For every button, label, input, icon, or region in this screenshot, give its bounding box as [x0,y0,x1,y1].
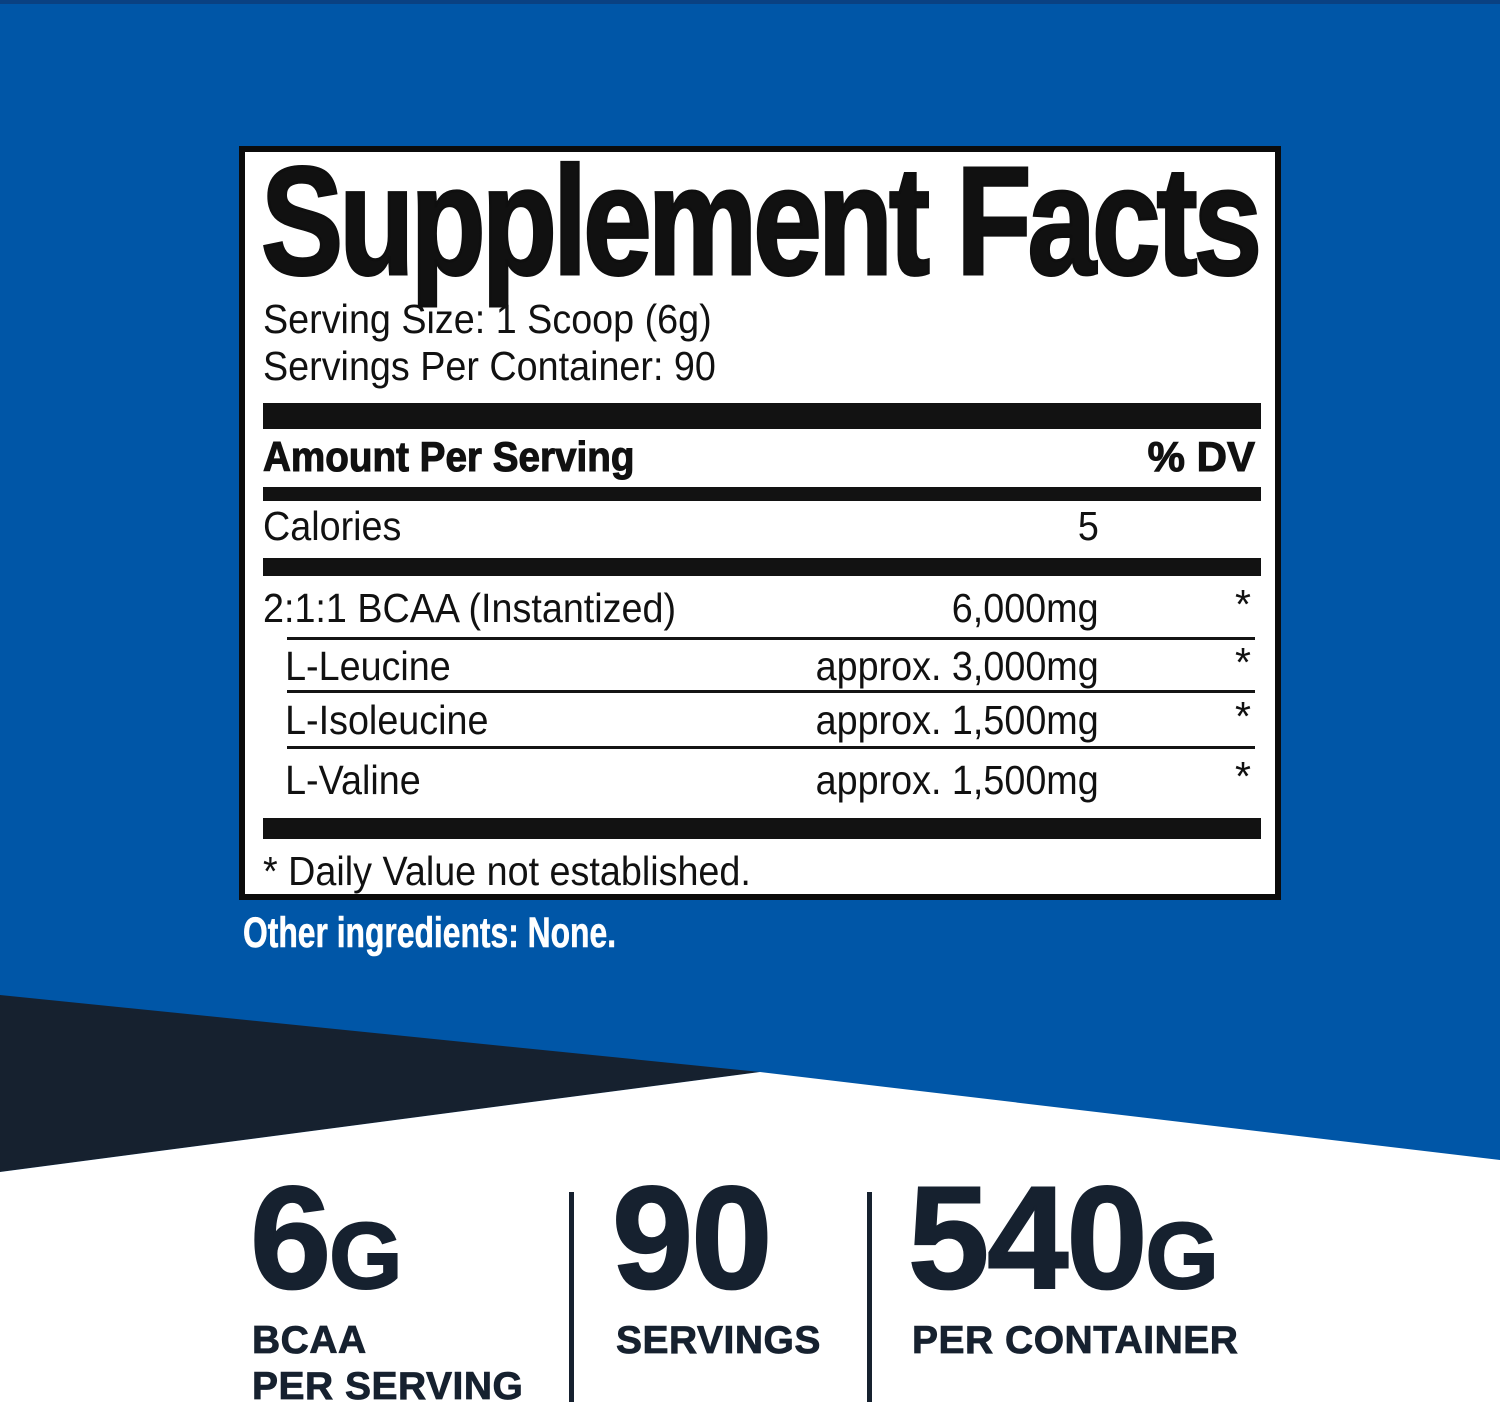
separator-bar-medium [263,487,1261,501]
percent-dv-header: % DV [1147,433,1255,480]
stat-unit: G [328,1202,403,1309]
table-row-valine: L-Valine approx. 1,500mg * [263,754,1261,804]
ingredient-name: L-Leucine [285,643,451,689]
ingredient-amount: approx. 3,000mg [815,643,1099,689]
stat-value-bcaa: 6G [249,1164,403,1329]
serving-size-text: Serving Size: 1 Scoop (6g) [263,296,712,342]
ingredient-amount: approx. 1,500mg [815,697,1099,743]
stat-caption-bcaa: BCAA PER SERVING [252,1318,524,1405]
dv-asterisk: * [1235,639,1251,685]
dv-asterisk: * [1235,693,1251,739]
dv-asterisk: * [1235,753,1251,799]
separator-line-thin [287,637,1255,640]
ingredient-amount: 6,000mg [952,585,1099,631]
table-row-calories: Calories 5 [263,504,1261,550]
stat-divider [569,1192,574,1402]
table-row-leucine: L-Leucine approx. 3,000mg * [263,640,1261,690]
ingredient-name: L-Valine [285,757,421,803]
ingredient-amount: approx. 1,500mg [815,757,1099,803]
amount-per-serving-header: Amount Per Serving [262,433,635,480]
stat-value-servings: 90 [611,1164,773,1329]
top-edge-shade [0,0,1500,4]
table-row-isoleucine: L-Isoleucine approx. 1,500mg * [263,694,1261,744]
stat-unit: G [1145,1202,1220,1309]
separator-bar-thick [263,558,1261,576]
supplement-facts-panel: Supplement Facts Serving Size: 1 Scoop (… [239,135,1281,900]
separator-line-thin [287,746,1255,749]
serving-size-line: Serving Size: 1 Scoop (6g) [263,297,751,341]
ingredient-name: 2:1:1 BCAA (Instantized) [263,585,677,631]
calories-label: Calories [263,503,402,549]
separator-line-thin [287,690,1255,693]
dv-asterisk: * [1235,581,1251,627]
stat-number: 6 [249,1156,332,1319]
stat-number: 90 [611,1156,773,1319]
panel-title: Supplement Facts [260,135,1264,307]
stat-caption-line: PER SERVING [252,1365,524,1405]
stat-caption-line: BCAA [252,1319,367,1363]
table-row-bcaa: 2:1:1 BCAA (Instantized) 6,000mg * [263,582,1261,632]
dv-footnote: * Daily Value not established. [263,849,793,893]
calories-value: 5 [1078,503,1099,549]
dv-footnote-text: * Daily Value not established. [263,848,751,894]
separator-bar-thick [263,403,1261,429]
stat-caption-line: PER CONTAINER [912,1319,1239,1363]
table-header-row: Amount Per Serving % DV [262,433,1261,480]
stat-number: 540 [907,1156,1149,1319]
separator-bar-thick [263,818,1261,839]
stat-caption-line: SERVINGS [616,1319,821,1363]
servings-per-container-text: Servings Per Container: 90 [263,343,716,389]
stat-caption-servings: SERVINGS [616,1318,821,1364]
stat-caption-per-container: PER CONTAINER [912,1318,1239,1364]
servings-per-container-line: Servings Per Container: 90 [263,344,755,388]
stat-value-per-container: 540G [907,1164,1220,1329]
ingredient-name: L-Isoleucine [285,697,489,743]
stat-divider [867,1192,872,1402]
other-ingredients-text: Other ingredients: None. [243,909,617,957]
